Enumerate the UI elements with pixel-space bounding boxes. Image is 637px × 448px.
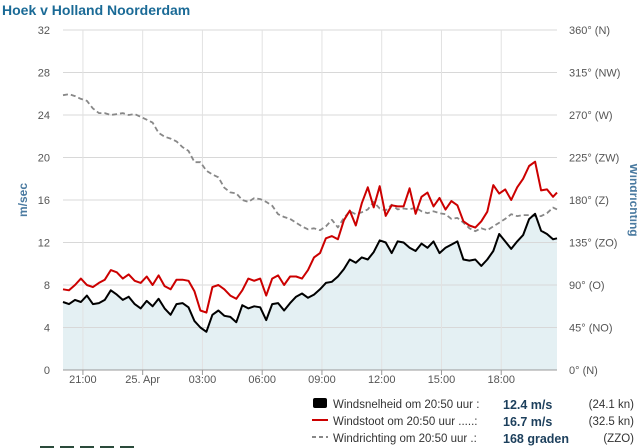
y-tick-label: 0 <box>44 365 50 377</box>
legend-extra: (32.5 kn) <box>588 415 634 428</box>
series-line-windrichting <box>62 93 558 233</box>
y2-tick-label: 45° (NO) <box>569 323 613 335</box>
y-tick-label: 12 <box>38 238 50 250</box>
legend-value: 12.4 m/s <box>503 397 553 412</box>
legend-value: 168 graden <box>503 431 570 446</box>
x-tick-label: 03:00 <box>189 374 217 386</box>
legend-label: Windrichting om 20:50 uur .: <box>333 432 477 445</box>
legend-swatch-windrichting <box>312 431 328 446</box>
legend-extra: (24.1 kn) <box>588 398 634 411</box>
legend-item-windsnelheid[interactable]: Windsnelheid om 20:50 uur : 12.4 m/s (24… <box>312 396 636 413</box>
y-tick-label: 32 <box>38 25 50 37</box>
y2-tick-label: 270° (W) <box>569 110 613 122</box>
x-tick-label: 21:00 <box>69 374 97 386</box>
legend-swatch-windsnelheid <box>312 397 328 412</box>
y-tick-label: 16 <box>38 195 50 207</box>
y2-tick-label: 90° (O) <box>569 280 605 292</box>
legend-extra: (ZZO) <box>603 432 634 445</box>
series-line-windsnelheid <box>62 212 558 333</box>
y2-tick-label: 180° (Z) <box>569 195 609 207</box>
legend-item-windrichting[interactable]: Windrichting om 20:50 uur .: 168 graden … <box>312 430 636 447</box>
chart-title: Hoek v Holland Noorderdam <box>2 2 191 18</box>
x-tick-label: 12:00 <box>368 374 396 386</box>
legend-label: Windsnelheid om 20:50 uur : <box>333 398 480 411</box>
x-tick-label: 06:00 <box>248 374 276 386</box>
legend-value: 16.7 m/s <box>503 414 553 429</box>
x-tick-label: 15:00 <box>428 374 456 386</box>
y2-axis-title: Windrichting <box>627 163 637 236</box>
y-tick-label: 24 <box>38 110 50 122</box>
y2-tick-label: 225° (ZW) <box>569 153 619 165</box>
y-tick-label: 8 <box>44 280 50 292</box>
y-axis-title: m/sec <box>16 183 30 217</box>
y-tick-label: 4 <box>44 323 50 335</box>
x-tick-label: 18:00 <box>487 374 515 386</box>
legend-swatch-windstoot <box>312 414 328 429</box>
legend-item-windstoot[interactable]: Windstoot om 20:50 uur .....: 16.7 m/s (… <box>312 413 636 430</box>
y2-tick-label: 360° (N) <box>569 25 610 37</box>
footer-decoration <box>40 446 140 448</box>
legend-label: Windstoot om 20:50 uur .....: <box>333 415 478 428</box>
y2-tick-label: 315° (NW) <box>569 68 620 80</box>
x-tick-label: 25. Apr <box>125 374 160 386</box>
y2-tick-label: 135° (ZO) <box>569 238 617 250</box>
y-tick-label: 28 <box>38 68 50 80</box>
y2-tick-label: 0° (N) <box>569 365 598 377</box>
series-area-windsnelheid <box>63 213 557 370</box>
y-tick-label: 20 <box>38 153 50 165</box>
series-line-windstoot <box>62 160 558 314</box>
legend: Windsnelheid om 20:50 uur : 12.4 m/s (24… <box>312 396 636 447</box>
x-tick-label: 09:00 <box>308 374 336 386</box>
